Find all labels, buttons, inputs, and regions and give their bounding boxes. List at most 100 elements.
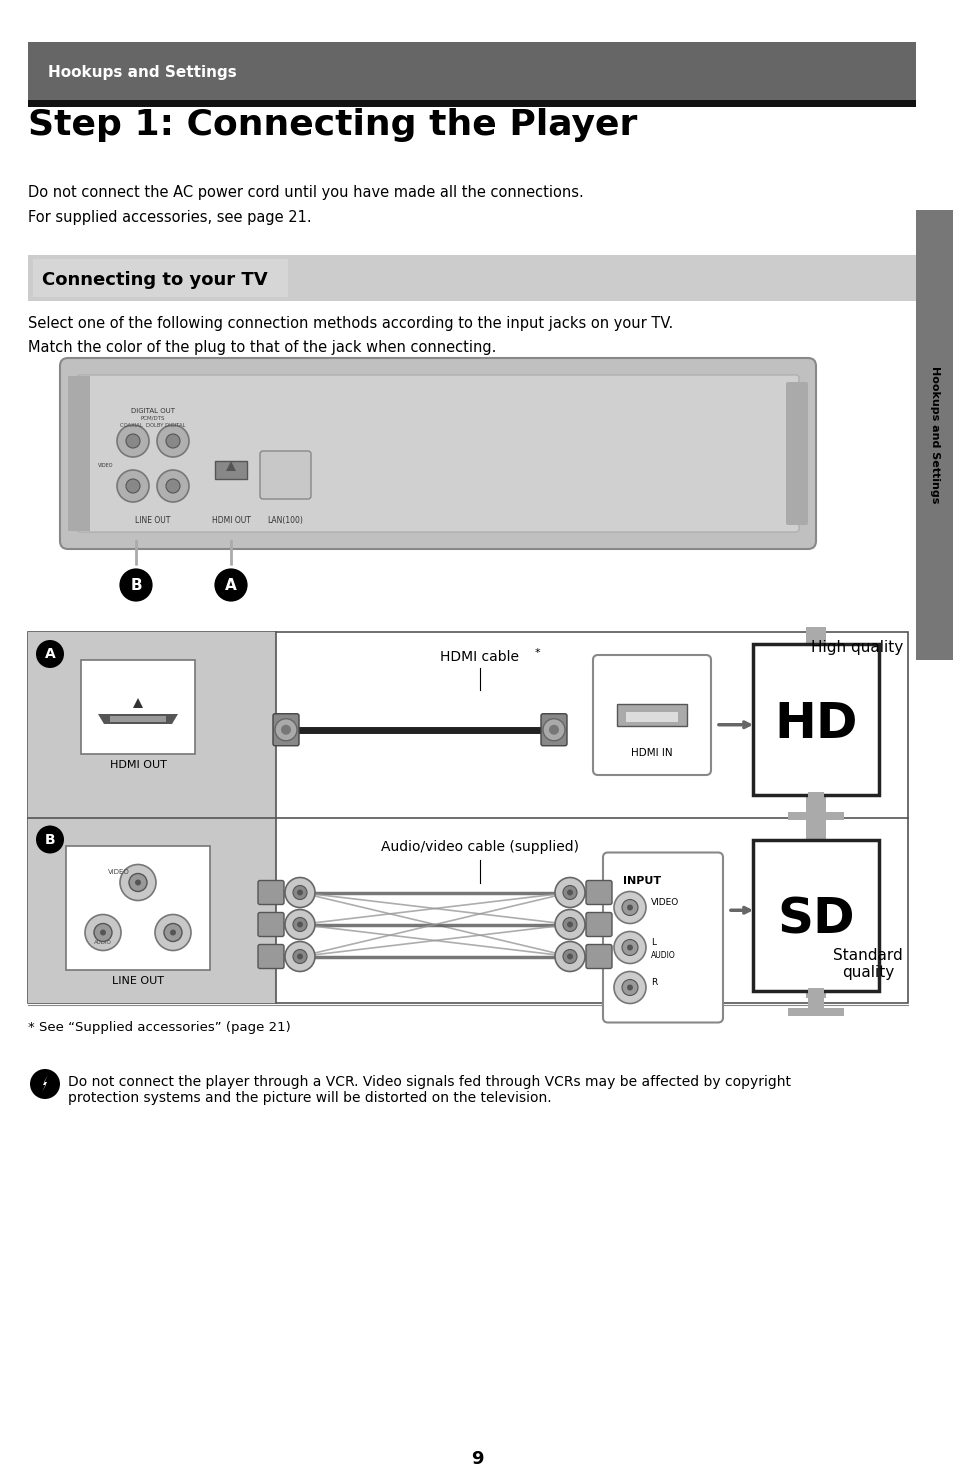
Circle shape (296, 921, 303, 927)
Bar (787, 1007, 843, 1016)
FancyBboxPatch shape (602, 853, 722, 1022)
Circle shape (126, 479, 140, 492)
FancyBboxPatch shape (752, 644, 878, 795)
Bar (28, 255, 915, 301)
Circle shape (285, 909, 314, 940)
Polygon shape (132, 698, 143, 707)
Circle shape (117, 470, 149, 503)
Text: *: * (535, 648, 540, 658)
Circle shape (621, 900, 638, 915)
FancyBboxPatch shape (81, 660, 194, 753)
FancyBboxPatch shape (752, 839, 878, 991)
Circle shape (562, 918, 577, 931)
FancyBboxPatch shape (60, 357, 815, 549)
Bar (807, 792, 823, 820)
Text: Match the color of the plug to that of the jack when connecting.: Match the color of the plug to that of t… (28, 340, 496, 354)
Bar (28, 632, 275, 1003)
Text: Connecting to your TV: Connecting to your TV (42, 271, 268, 289)
Circle shape (621, 940, 638, 955)
Text: AUDIO: AUDIO (94, 940, 112, 946)
FancyBboxPatch shape (257, 881, 284, 905)
Circle shape (274, 719, 296, 740)
Text: PCM/DTS: PCM/DTS (141, 417, 165, 421)
Circle shape (614, 971, 645, 1004)
Circle shape (166, 479, 180, 492)
FancyBboxPatch shape (214, 461, 247, 479)
Circle shape (296, 890, 303, 896)
Text: HDMI OUT: HDMI OUT (110, 759, 166, 770)
Circle shape (166, 435, 180, 448)
Text: Audio/video cable (supplied): Audio/video cable (supplied) (380, 839, 578, 854)
Circle shape (293, 918, 307, 931)
Circle shape (626, 905, 633, 911)
Text: High quality: High quality (810, 641, 902, 655)
Text: VIDEO: VIDEO (108, 869, 130, 875)
Circle shape (281, 725, 291, 734)
Text: LAN(100): LAN(100) (267, 516, 303, 525)
Bar (68, 377, 90, 531)
Circle shape (154, 915, 191, 951)
FancyBboxPatch shape (585, 912, 612, 936)
Bar (805, 627, 825, 998)
Polygon shape (226, 461, 235, 472)
Text: VIDEO: VIDEO (98, 463, 113, 469)
Circle shape (36, 641, 64, 667)
FancyBboxPatch shape (257, 912, 284, 936)
Text: LINE OUT: LINE OUT (135, 516, 171, 525)
Circle shape (129, 873, 147, 891)
Circle shape (566, 954, 573, 960)
Text: Standard
quality: Standard quality (832, 948, 902, 980)
Circle shape (296, 954, 303, 960)
Circle shape (30, 1069, 60, 1099)
Text: L: L (650, 939, 656, 948)
Text: DIGITAL OUT: DIGITAL OUT (131, 408, 174, 414)
Circle shape (548, 725, 558, 734)
Text: HD: HD (774, 700, 857, 749)
Circle shape (621, 979, 638, 995)
FancyBboxPatch shape (273, 713, 298, 746)
Bar (625, 712, 678, 722)
Polygon shape (98, 713, 178, 724)
Circle shape (614, 891, 645, 924)
Text: COAXIAL  DOLBY DIGITAL: COAXIAL DOLBY DIGITAL (120, 423, 186, 429)
Text: HDMI cable: HDMI cable (440, 650, 519, 664)
Circle shape (562, 949, 577, 964)
Circle shape (164, 924, 182, 942)
Polygon shape (42, 1075, 48, 1091)
Text: B: B (45, 832, 55, 847)
Text: B: B (130, 577, 142, 593)
Circle shape (126, 435, 140, 448)
Text: * See “Supplied accessories” (page 21): * See “Supplied accessories” (page 21) (28, 1020, 291, 1034)
FancyBboxPatch shape (77, 375, 799, 532)
Bar (33, 260, 288, 297)
FancyBboxPatch shape (257, 945, 284, 968)
Bar (28, 632, 907, 1003)
FancyBboxPatch shape (785, 383, 807, 525)
Circle shape (135, 879, 141, 885)
Circle shape (94, 924, 112, 942)
Circle shape (285, 942, 314, 971)
Bar (807, 988, 823, 1016)
Text: Hookups and Settings: Hookups and Settings (48, 65, 236, 80)
Circle shape (542, 719, 564, 740)
Circle shape (555, 878, 584, 908)
Circle shape (614, 931, 645, 964)
Text: LINE OUT: LINE OUT (112, 976, 164, 986)
Circle shape (626, 985, 633, 991)
Circle shape (562, 885, 577, 900)
FancyBboxPatch shape (585, 881, 612, 905)
Circle shape (170, 930, 175, 936)
Bar (28, 99, 915, 107)
Text: A: A (225, 577, 236, 593)
Circle shape (117, 426, 149, 457)
Circle shape (157, 470, 189, 503)
Text: Step 1: Connecting the Player: Step 1: Connecting the Player (28, 108, 637, 142)
Circle shape (555, 909, 584, 940)
Circle shape (566, 921, 573, 927)
Text: 9: 9 (470, 1450, 483, 1468)
Bar (915, 211, 953, 660)
Circle shape (118, 567, 153, 604)
Bar (28, 42, 915, 99)
FancyBboxPatch shape (617, 704, 686, 727)
Text: Select one of the following connection methods according to the input jacks on y: Select one of the following connection m… (28, 316, 673, 331)
